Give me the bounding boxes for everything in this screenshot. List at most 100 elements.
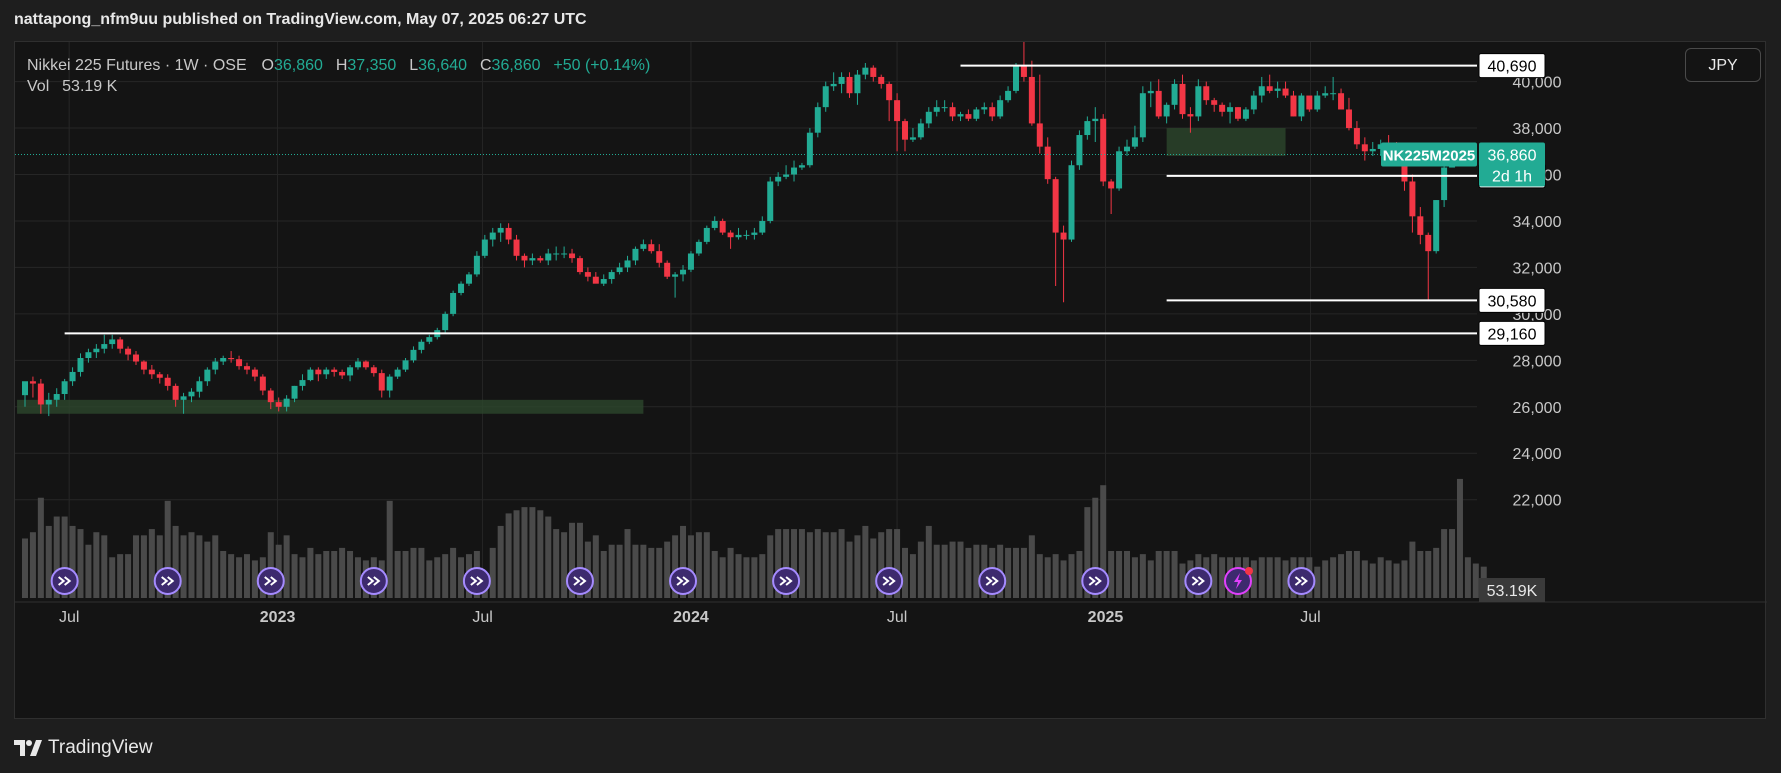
candle-body [1131,137,1138,147]
symbol-legend: Nikkei 225 Futures · 1W · OSE O36,860 H3… [27,53,650,79]
notification-dot [1244,567,1253,575]
volume-bar [101,535,108,598]
dividend-marker-icon[interactable] [462,567,491,595]
volume-bar [1163,551,1170,598]
candle-body [1219,104,1226,112]
currency-button[interactable]: JPY [1685,48,1761,82]
volume-bar [1449,529,1456,598]
candle-body [862,67,869,75]
tradingview-logo[interactable]: TradingView [14,736,153,760]
candle-body [418,341,425,350]
marker-arrow [264,576,278,586]
candle-body [465,274,472,284]
candle-body [109,339,116,345]
dividend-marker-icon[interactable] [772,567,801,595]
candle-body [854,74,861,94]
volume-bar [77,529,84,598]
chart-panel[interactable]: 22,000 24,000 26,000 28,000 30,000 32,000 34,0… [14,41,1767,720]
dividend-marker-icon[interactable] [256,567,285,595]
symbol-title[interactable]: Nikkei 225 Futures · 1W · OSE [27,57,247,74]
time-tick-label: 2023 [260,609,296,626]
volume-bar [1100,485,1107,598]
volume-bar [505,513,512,598]
candle-body [949,107,956,117]
volume-bar [1282,560,1289,598]
candle-body [1179,83,1186,115]
dividend-marker-icon[interactable] [153,567,182,595]
volume-bar [1139,554,1146,598]
dividend-marker-icon[interactable] [50,567,79,595]
candle-body [1409,181,1416,217]
candle-body [727,232,734,238]
volume-bar [1385,560,1392,598]
candle-body [1322,93,1329,96]
open-label: O [261,57,274,74]
volume-bar [870,538,877,598]
dividend-marker-icon[interactable] [359,567,388,595]
badge-bg [1478,53,1546,79]
candle-body [513,239,520,256]
volume-bar [814,529,821,598]
volume-bar [513,510,520,598]
volume-bar [140,535,147,598]
candle-body [1258,86,1265,96]
candle-body [140,361,147,370]
candle-body [1250,95,1257,110]
support-zones [17,128,1286,414]
volume-bar [1005,547,1012,598]
marker-arrow [161,576,175,586]
candle-body [1361,144,1368,152]
price-tick-label: 32,000 [1513,260,1562,277]
level-price-badge: 30,580 [1478,287,1546,313]
candle-body [1123,146,1130,152]
dividend-marker-icon[interactable] [669,567,698,595]
marker-arrow [367,576,381,586]
candle-body [1282,88,1289,96]
volume-bar [307,547,314,598]
candle-body [640,244,647,249]
volume-bar [569,522,576,598]
candle-body [481,239,488,256]
time-tick-label: Jul [1300,609,1320,626]
dividend-marker-icon[interactable] [1184,567,1213,595]
volume-bar [767,535,774,598]
dividend-marker-icon[interactable] [875,567,904,595]
candlestick-chart[interactable]: 22,00024,00026,00028,00030,00032,00034,0… [15,42,1767,720]
volume-bar [339,547,346,598]
close-value: 36,860 [491,57,541,74]
volume-bar [592,535,599,598]
candle-body [878,76,885,84]
volume-bar [783,529,790,598]
candle-body [537,258,544,261]
candle-body [53,394,60,400]
badge-text: 40,690 [1488,59,1537,76]
candle-body [933,107,940,112]
candle-body [925,111,932,124]
volume-bar [148,529,155,598]
candle-body [1266,86,1273,91]
candle-body [1028,76,1035,124]
volume-bar [1155,551,1162,598]
candle-body [69,371,76,382]
candle-body [315,369,322,375]
dividend-marker-icon[interactable] [1081,567,1110,595]
marker-arrow [676,576,690,586]
lightning-icon [1233,573,1242,589]
volume-bar [703,532,710,598]
candle-body [1211,100,1218,105]
dividend-marker-icon[interactable] [978,567,1007,595]
volume-bar [489,547,496,598]
marker-arrow [1294,576,1309,586]
volume-bar [37,497,44,598]
volume-bar [53,516,60,598]
candle-body [101,344,108,349]
marker-arrow [1088,576,1102,586]
volume-bar [402,551,409,598]
dividend-marker-icon[interactable] [1287,567,1316,595]
candle-body [680,269,687,275]
dividend-marker-icon[interactable] [565,567,594,595]
earnings-marker-icon[interactable] [1223,567,1253,595]
candle-body [1227,107,1234,112]
last-price-badge-bg [1479,142,1545,187]
candle-body [283,398,290,407]
